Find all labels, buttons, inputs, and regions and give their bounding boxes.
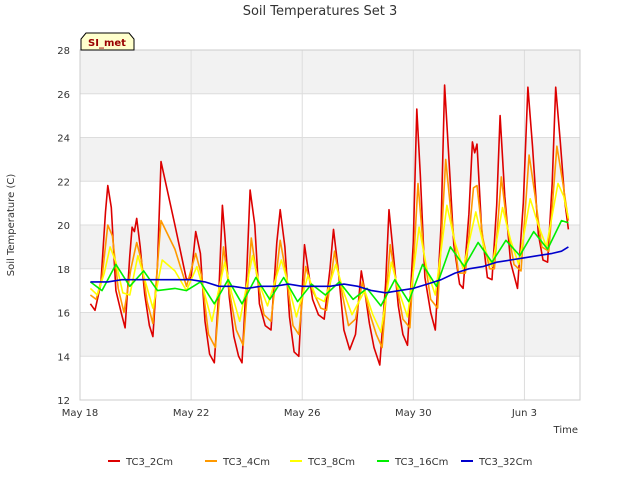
- y-tick-label: 12: [57, 396, 70, 407]
- x-tick-label: May 22: [173, 408, 210, 419]
- legend-label: TC3_8Cm: [307, 457, 355, 468]
- legend-label: TC3_2Cm: [125, 457, 173, 468]
- y-tick-label: 28: [57, 46, 70, 57]
- plot-frame: [79, 49, 581, 401]
- y-axis-ticks: 12 14 16 18 20 22 24 26 28: [57, 46, 70, 407]
- grid-band: [80, 312, 580, 357]
- legend: TC3_2Cm TC3_4Cm TC3_8Cm TC3_16Cm TC3_32Cm: [108, 457, 532, 468]
- y-tick-label: 26: [57, 90, 70, 101]
- y-tick-label: 22: [57, 177, 70, 188]
- station-badge-shape: [80, 32, 135, 51]
- series-line-tc3-16cm: [89, 219, 569, 307]
- x-tick-label: May 18: [62, 408, 99, 419]
- y-tick-label: 14: [57, 352, 70, 363]
- station-badge: SI_met: [80, 32, 135, 51]
- series-line-tc3-32cm: [90, 246, 569, 294]
- legend-label: TC3_4Cm: [222, 457, 270, 468]
- y-tick-label: 20: [57, 221, 70, 232]
- chart-title: Soil Temperatures Set 3: [243, 4, 398, 19]
- series-line-tc3-4cm: [89, 145, 570, 349]
- y-tick-label: 18: [57, 265, 70, 276]
- x-tick-label: May 30: [395, 408, 432, 419]
- grid-bands: [80, 50, 580, 357]
- x-tick-label: Jun 3: [511, 408, 537, 419]
- x-axis-ticks: May 18 May 22 May 26 May 30 Jun 3: [62, 408, 537, 419]
- series-line-tc3-8cm: [89, 182, 570, 334]
- legend-label: TC3_16Cm: [394, 457, 448, 468]
- grid-band: [80, 137, 580, 182]
- y-tick-label: 16: [57, 309, 70, 320]
- legend-label: TC3_32Cm: [478, 457, 532, 468]
- x-tick-label: May 26: [284, 408, 321, 419]
- x-axis-label: Time: [553, 425, 578, 436]
- series-layer: [89, 84, 570, 366]
- grid-band: [80, 50, 580, 94]
- station-badge-label: SI_met: [88, 38, 126, 49]
- y-tick-label: 24: [57, 134, 70, 145]
- y-axis-label: Soil Temperature (C): [6, 174, 17, 277]
